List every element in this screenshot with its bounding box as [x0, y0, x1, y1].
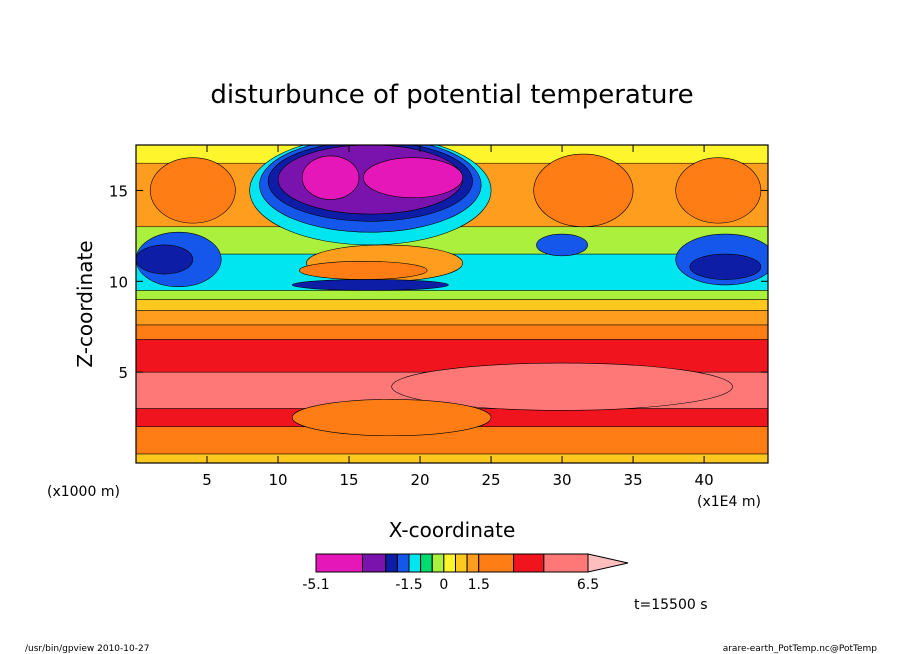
x-tick-label: 15	[339, 471, 358, 489]
x-tick-label: 40	[695, 471, 714, 489]
colorbar-segment	[431, 553, 445, 573]
x-unit-left-label: (x1000 m)	[47, 484, 120, 500]
field-feature-18	[291, 399, 492, 437]
colorbar-segment	[420, 553, 433, 573]
x-tick-label: 10	[268, 471, 287, 489]
colorbar-segment	[513, 553, 545, 573]
chart-title: disturbunce of potential temperature	[210, 80, 693, 110]
colorbar: -5.1 -1.5 0 1.5 6.5	[302, 553, 629, 593]
colorbar-segment	[396, 553, 410, 573]
colorbar-tick-label: 6.5	[577, 577, 599, 593]
time-label: t=15500 s	[634, 597, 708, 613]
field-feature-1	[136, 244, 194, 275]
field-feature-17	[391, 362, 733, 411]
field-feature-13	[362, 157, 463, 198]
x-unit-right-label: (x1E4 m)	[697, 494, 761, 510]
colorbar-over-arrow	[587, 553, 629, 573]
colorbar-segment	[385, 553, 398, 573]
y-axis-label: Z-coordinate	[73, 240, 97, 367]
colorbar-tick-label: -1.5	[395, 577, 422, 593]
field-feature-16	[291, 279, 449, 291]
field-feature-5	[149, 157, 236, 224]
colorbar-segment	[478, 553, 515, 573]
y-axis: 5 10 15	[109, 182, 768, 382]
field-feature-3	[689, 253, 762, 280]
field-band-0	[136, 453, 768, 463]
field-band-6	[136, 310, 768, 326]
x-tick-label: 20	[410, 471, 429, 489]
field-feature-6	[533, 153, 634, 228]
contour-field	[136, 145, 768, 463]
colorbar-tick-label: 1.5	[468, 577, 490, 593]
colorbar-segment	[443, 553, 456, 573]
y-tick-label: 5	[118, 364, 128, 382]
colorbar-segment	[408, 553, 422, 573]
field-band-5	[136, 324, 768, 340]
colorbar-segment	[543, 553, 589, 573]
field-feature-7	[675, 157, 762, 224]
field-feature-12	[301, 155, 360, 200]
colorbar-segment	[466, 553, 480, 573]
colorbar-tick-label: 0	[439, 577, 448, 593]
x-axis-label: X-coordinate	[389, 518, 516, 542]
colorbar-segment	[361, 553, 387, 573]
field-band-8	[136, 290, 768, 300]
colorbar-tick-label: -5.1	[302, 577, 329, 593]
field-band-4	[136, 339, 768, 373]
x-axis: 5 10 15 20 25 30 35 40	[202, 145, 714, 489]
plot-frame	[135, 144, 769, 464]
x-tick-label: 25	[482, 471, 501, 489]
field-feature-15	[299, 260, 428, 280]
field-band-7	[136, 299, 768, 311]
colorbar-segment	[315, 553, 363, 573]
x-tick-label: 30	[553, 471, 572, 489]
footer-dataset: arare-earth_PotTemp.nc@PotTemp	[723, 644, 878, 654]
field-feature-4	[536, 233, 588, 257]
colorbar-segment	[454, 553, 468, 573]
y-tick-label: 15	[109, 182, 128, 200]
x-tick-label: 5	[202, 471, 212, 489]
x-tick-label: 35	[624, 471, 643, 489]
footer-program-date: /usr/bin/gpview 2010-10-27	[25, 644, 149, 654]
y-tick-label: 10	[109, 273, 128, 291]
